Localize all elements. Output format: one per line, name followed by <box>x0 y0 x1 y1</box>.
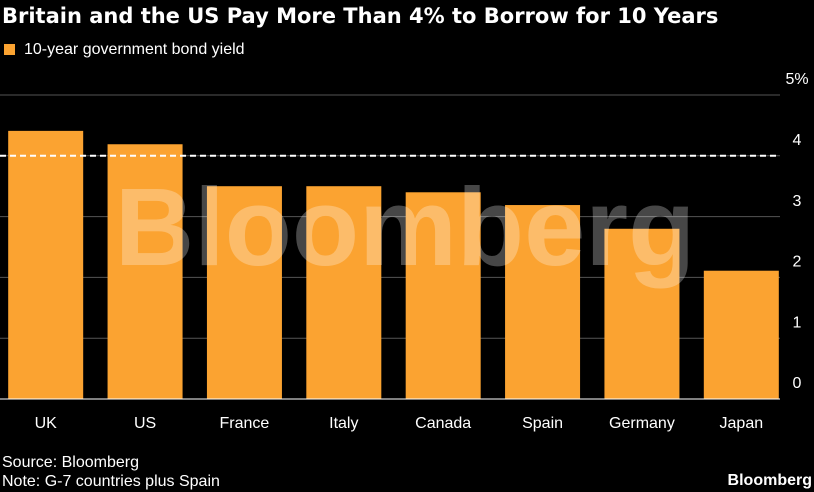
x-tick-label: Spain <box>522 415 563 432</box>
y-tick-label: 3 <box>793 193 802 210</box>
y-tick-label: 4 <box>793 132 802 149</box>
bar <box>306 186 382 399</box>
x-tick-label: Canada <box>415 415 471 432</box>
x-tick-label: UK <box>35 415 58 432</box>
bar <box>107 144 183 399</box>
bar <box>206 186 282 399</box>
bar <box>505 205 581 399</box>
bar <box>703 270 779 399</box>
x-tick-label: Germany <box>609 415 675 432</box>
legend-label: 10-year government bond yield <box>24 41 245 58</box>
bar <box>8 130 84 399</box>
x-tick-label: France <box>220 415 270 432</box>
watermark: Bloomberg <box>115 166 696 289</box>
y-tick-label: 1 <box>793 314 802 331</box>
x-tick-label: Japan <box>720 415 764 432</box>
source: Source: Bloomberg <box>2 454 139 471</box>
note: Note: G-7 countries plus Spain <box>2 473 220 490</box>
x-tick-label: Italy <box>329 415 358 432</box>
bar <box>604 228 680 399</box>
y-tick-label: 5% <box>785 71 808 88</box>
chart-title: Britain and the US Pay More Than 4% to B… <box>2 4 718 28</box>
y-tick-label: 2 <box>793 254 802 271</box>
logo: Bloomberg <box>728 472 812 489</box>
legend-swatch <box>4 44 15 55</box>
x-tick-label: US <box>134 415 156 432</box>
y-tick-label: 0 <box>793 375 802 392</box>
bar <box>405 192 481 399</box>
